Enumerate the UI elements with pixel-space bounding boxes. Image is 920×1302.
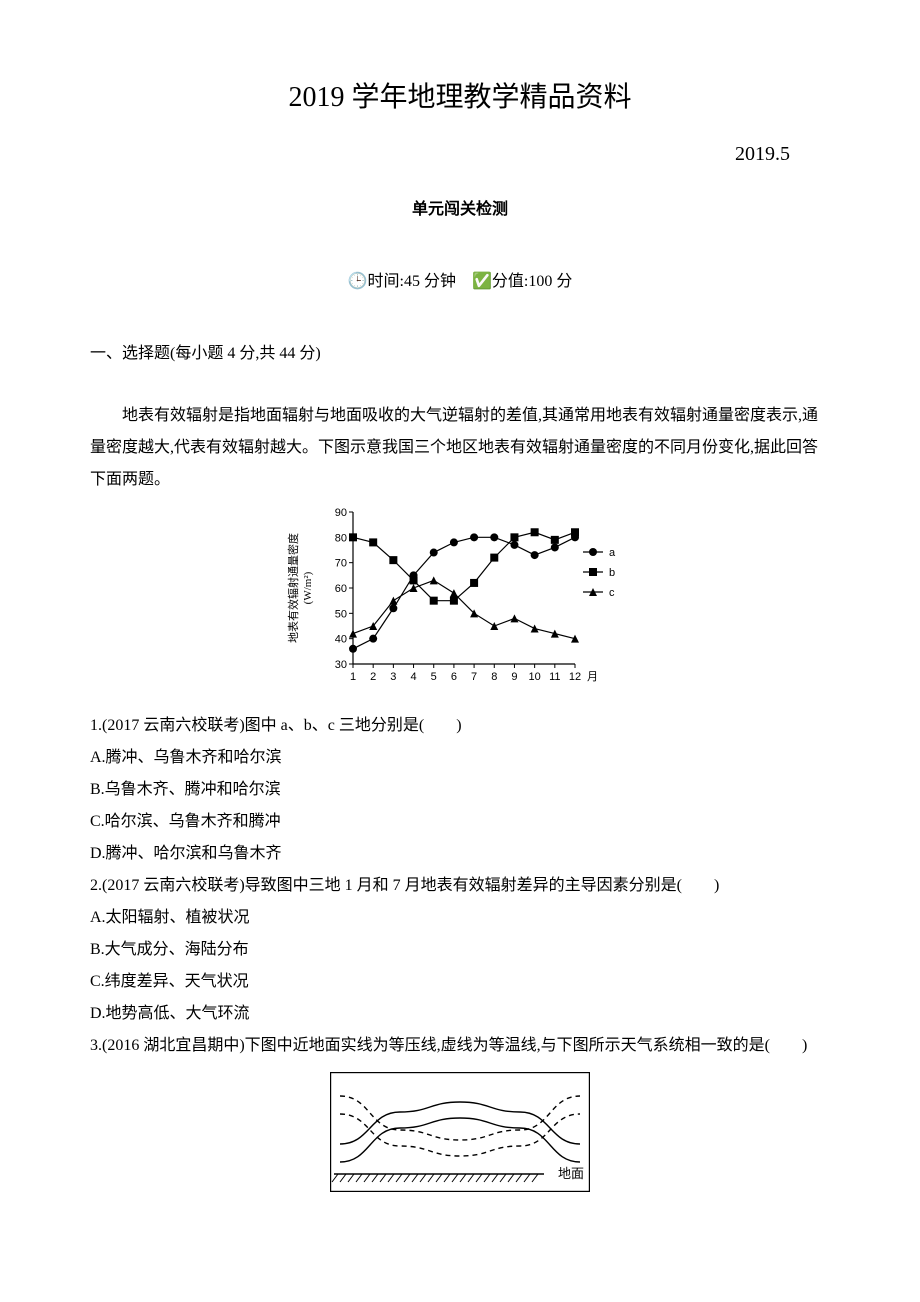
q1-stem: 1.(2017 云南六校联考)图中 a、b、c 三地分别是( ) bbox=[90, 710, 830, 742]
q2-opt-b: B.大气成分、海陆分布 bbox=[90, 934, 830, 966]
q2-opt-c: C.纬度差异、天气状况 bbox=[90, 966, 830, 998]
svg-text:b: b bbox=[609, 567, 615, 579]
svg-text:50: 50 bbox=[335, 608, 347, 620]
section-1-heading: 一、选择题(每小题 4 分,共 44 分) bbox=[90, 338, 830, 370]
check-icon: ✅ bbox=[472, 273, 492, 290]
q1-opt-c: C.哈尔滨、乌鲁木齐和腾冲 bbox=[90, 806, 830, 838]
q2-stem: 2.(2017 云南六校联考)导致图中三地 1 月和 7 月地表有效辐射差异的主… bbox=[90, 870, 830, 902]
svg-text:60: 60 bbox=[335, 583, 347, 595]
clock-icon: 🕒 bbox=[348, 273, 368, 290]
svg-text:9: 9 bbox=[511, 671, 517, 683]
svg-text:10: 10 bbox=[529, 671, 541, 683]
svg-text:月: 月 bbox=[587, 671, 598, 683]
subtitle: 单元闯关检测 bbox=[90, 194, 830, 226]
q3-stem: 3.(2016 湖北宜昌期中)下图中近地面实线为等压线,虚线为等温线,与下图所示… bbox=[90, 1030, 830, 1062]
svg-text:40: 40 bbox=[335, 634, 347, 646]
doc-date: 2019.5 bbox=[90, 134, 830, 174]
svg-text:11: 11 bbox=[549, 671, 560, 683]
svg-text:5: 5 bbox=[431, 671, 437, 683]
timing-score: 分值:100 分 bbox=[492, 273, 572, 290]
svg-text:1: 1 bbox=[350, 671, 356, 683]
chart-1-wrap: 30405060708090123456789101112月地表有效辐射通量密度… bbox=[90, 502, 830, 704]
timing-time: 时间:45 分钟 bbox=[368, 273, 456, 290]
chart-1: 30405060708090123456789101112月地表有效辐射通量密度… bbox=[285, 502, 635, 692]
svg-text:地表有效辐射通量密度(W/m²): 地表有效辐射通量密度(W/m²) bbox=[286, 533, 314, 643]
q1-opt-b: B.乌鲁木齐、腾冲和哈尔滨 bbox=[90, 774, 830, 806]
passage-1: 地表有效辐射是指地面辐射与地面吸收的大气逆辐射的差值,其通常用地表有效辐射通量密… bbox=[90, 400, 830, 496]
svg-text:80: 80 bbox=[335, 532, 347, 544]
svg-text:4: 4 bbox=[410, 671, 416, 683]
svg-text:2: 2 bbox=[370, 671, 376, 683]
svg-text:30: 30 bbox=[335, 659, 347, 671]
svg-text:70: 70 bbox=[335, 558, 347, 570]
svg-text:12: 12 bbox=[569, 671, 581, 683]
timing-sep bbox=[456, 273, 472, 290]
diagram-1: 地面 bbox=[330, 1072, 590, 1192]
svg-text:7: 7 bbox=[471, 671, 477, 683]
svg-text:c: c bbox=[609, 587, 615, 599]
svg-text:地面: 地面 bbox=[558, 1166, 584, 1181]
svg-text:8: 8 bbox=[491, 671, 497, 683]
svg-text:6: 6 bbox=[451, 671, 457, 683]
diagram-1-wrap: 地面 bbox=[90, 1072, 830, 1204]
svg-text:3: 3 bbox=[390, 671, 396, 683]
main-title: 2019 学年地理教学精品资料 bbox=[90, 70, 830, 126]
timing-line: 🕒时间:45 分钟 ✅分值:100 分 bbox=[90, 266, 830, 298]
svg-text:90: 90 bbox=[335, 507, 347, 519]
svg-text:a: a bbox=[609, 547, 616, 559]
q2-opt-d: D.地势高低、大气环流 bbox=[90, 998, 830, 1030]
q2-opt-a: A.太阳辐射、植被状况 bbox=[90, 902, 830, 934]
q1-opt-d: D.腾冲、哈尔滨和乌鲁木齐 bbox=[90, 838, 830, 870]
q1-opt-a: A.腾冲、乌鲁木齐和哈尔滨 bbox=[90, 742, 830, 774]
